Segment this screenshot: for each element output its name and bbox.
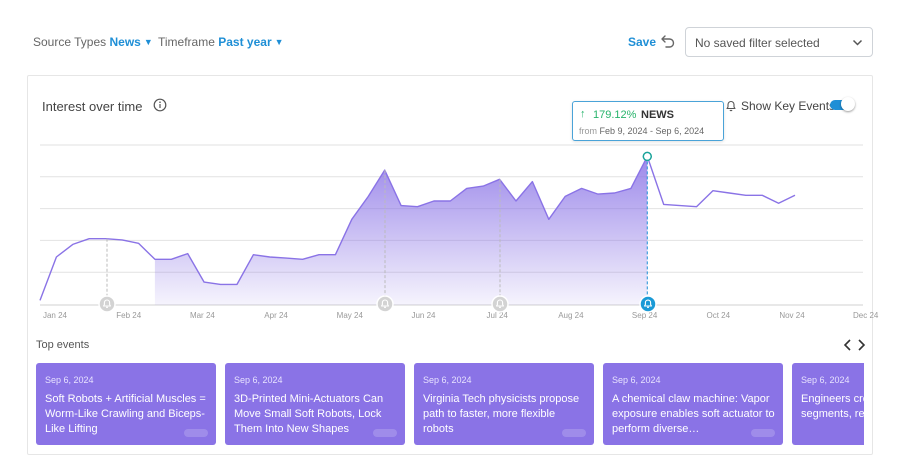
event-card[interactable]: Sep 6, 2024 Virginia Tech physicists pro… xyxy=(414,363,594,445)
card-title: Interest over time xyxy=(42,99,143,114)
highlight-point xyxy=(642,151,653,162)
bell-icon xyxy=(726,101,736,112)
event-date: Sep 6, 2024 xyxy=(234,375,283,385)
key-event-marker xyxy=(376,295,394,313)
tooltip-source: NEWS xyxy=(641,109,674,121)
bell-icon xyxy=(495,299,505,308)
show-key-events-label: Show Key Events xyxy=(741,99,836,113)
x-tick-label: Oct 24 xyxy=(707,311,731,320)
timeframe-label: Timeframe xyxy=(158,35,215,49)
chevron-down-icon xyxy=(852,39,863,46)
key-event-marker xyxy=(639,295,657,313)
undo-icon[interactable] xyxy=(660,33,676,49)
timeframe-filter[interactable]: Timeframe Past year ▼ xyxy=(158,35,284,49)
event-card[interactable]: Sep 6, 2024 3D-Printed Mini-Actuators Ca… xyxy=(225,363,405,445)
info-icon[interactable] xyxy=(153,98,167,112)
x-tick-label: Sep 24 xyxy=(632,311,658,320)
key-event-marker xyxy=(491,295,509,313)
event-card[interactable]: Sep 6, 2024 Engineers create shaped robo… xyxy=(792,363,864,445)
event-decoration xyxy=(562,429,586,437)
source-types-label: Source Types xyxy=(33,35,107,49)
timeframe-value: Past year xyxy=(218,35,272,49)
x-tick-label: Mar 24 xyxy=(190,311,215,320)
toggle-knob xyxy=(841,97,855,111)
x-tick-label: Jun 24 xyxy=(411,311,436,320)
source-types-value: News xyxy=(109,35,141,49)
event-date: Sep 6, 2024 xyxy=(801,375,850,385)
x-tick-label: Nov 24 xyxy=(779,311,805,320)
chart-tooltip: ↑ 179.12% NEWS from Feb 9, 2024 - Sep 6,… xyxy=(572,101,724,141)
x-tick-label: Feb 24 xyxy=(116,311,141,320)
saved-filter-value: No saved filter selected xyxy=(695,36,820,50)
x-tick-label: Dec 24 xyxy=(853,311,879,320)
x-tick-label: Aug 24 xyxy=(558,311,584,320)
event-date: Sep 6, 2024 xyxy=(612,375,661,385)
chevron-left-icon[interactable] xyxy=(842,338,854,352)
series-line xyxy=(39,155,796,301)
event-title: 3D-Printed Mini-Actuators Can Move Small… xyxy=(234,393,384,435)
event-title: A chemical claw machine: Vapor exposure … xyxy=(612,393,775,435)
save-button[interactable]: Save xyxy=(628,35,657,49)
top-events-title: Top events xyxy=(36,339,90,351)
event-title: Engineers create shaped robot segments, … xyxy=(801,393,864,420)
arrow-up-icon: ↑ xyxy=(580,108,586,120)
toolbar: Source Types News ▼ Timeframe Past year ▼ … xyxy=(0,0,900,80)
tooltip-range: Feb 9, 2024 - Sep 6, 2024 xyxy=(599,126,705,136)
x-tick-label: Jan 24 xyxy=(43,311,68,320)
event-card[interactable]: Sep 6, 2024 A chemical claw machine: Vap… xyxy=(603,363,783,445)
event-date: Sep 6, 2024 xyxy=(45,375,94,385)
bell-icon xyxy=(102,299,112,308)
top-events-list: Sep 6, 2024 Soft Robots + Artificial Mus… xyxy=(36,363,864,445)
event-decoration xyxy=(751,429,775,437)
key-event-marker xyxy=(98,295,116,313)
x-tick-label: Apr 24 xyxy=(264,311,288,320)
bell-icon xyxy=(643,299,653,308)
source-types-filter[interactable]: Source Types News ▼ xyxy=(33,35,153,49)
event-date: Sep 6, 2024 xyxy=(423,375,472,385)
bell-icon xyxy=(380,299,390,308)
event-title: Virginia Tech physicists propose path to… xyxy=(423,393,580,435)
series-area xyxy=(154,156,648,305)
x-tick-label: Jul 24 xyxy=(487,311,509,320)
event-card[interactable]: Sep 6, 2024 Soft Robots + Artificial Mus… xyxy=(36,363,216,445)
chevron-down-icon: ▼ xyxy=(143,37,153,47)
tooltip-from-label: from xyxy=(579,126,597,136)
saved-filter-select[interactable]: No saved filter selected xyxy=(685,27,873,57)
event-decoration xyxy=(373,429,397,437)
tooltip-from: from Feb 9, 2024 - Sep 6, 2024 xyxy=(579,126,704,136)
tooltip-change: 179.12% xyxy=(593,109,637,121)
event-title: Soft Robots + Artificial Muscles = Worm-… xyxy=(45,393,206,435)
x-tick-label: May 24 xyxy=(337,311,364,320)
chevron-right-icon[interactable] xyxy=(855,338,867,352)
event-decoration xyxy=(184,429,208,437)
key-events-toggle[interactable] xyxy=(830,97,855,111)
chevron-down-icon: ▼ xyxy=(274,37,284,47)
